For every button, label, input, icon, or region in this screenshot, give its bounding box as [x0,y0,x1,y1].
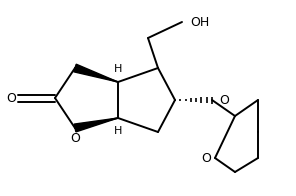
Text: O: O [219,93,229,106]
Text: OH: OH [190,15,209,28]
Text: O: O [70,132,80,145]
Polygon shape [74,64,118,82]
Text: O: O [6,92,16,104]
Text: H: H [114,126,122,136]
Text: H: H [114,64,122,74]
Text: O: O [201,152,211,164]
Polygon shape [74,118,118,132]
